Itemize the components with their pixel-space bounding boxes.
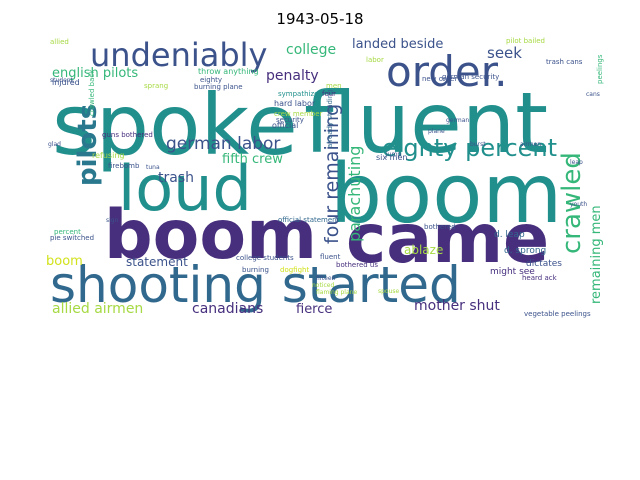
cloud-word: already standing [326, 89, 334, 148]
cloud-word: spouse [378, 288, 400, 295]
cloud-word: glad [48, 141, 61, 148]
cloud-word: seek [487, 44, 522, 62]
cloud-word: canadians [192, 301, 263, 317]
cloud-word: landed beside [352, 37, 443, 52]
cloud-word: shooting started [50, 256, 461, 314]
cloud-word: eighty [200, 76, 222, 84]
cloud-word: allied [50, 38, 69, 46]
cloud-word: pilot bailed [506, 37, 545, 45]
cloud-word: parachuting [345, 146, 364, 242]
cloud-word: airmen [520, 141, 541, 148]
cloud-word: sprang [144, 82, 168, 90]
cloud-word: boom [46, 254, 83, 269]
cloud-word: refusing [92, 151, 124, 160]
cloud-word: german [446, 117, 469, 124]
cloud-word: crew member [274, 110, 323, 118]
cloud-word: sympathize [278, 90, 318, 98]
cloud-word: noticed [312, 282, 334, 289]
cloud-word: heard ack [522, 274, 558, 282]
cloud-word: german labor [166, 134, 280, 154]
cloud-word: bothered [424, 223, 456, 231]
cloud-word: vegetable peelings [524, 310, 591, 318]
cloud-word: fluent [304, 74, 548, 172]
cloud-word: boom [104, 196, 317, 275]
cloud-word: spoke [52, 76, 298, 174]
cloud-word: bothered us [336, 261, 378, 269]
cloud-word: men [326, 82, 342, 90]
cloud-word: dictates [526, 259, 562, 269]
cloud-word: official statement [278, 216, 340, 224]
cloud-word: four [322, 90, 336, 98]
cloud-word: dogfight [280, 266, 309, 274]
cloud-word: tuna [146, 164, 160, 171]
cloud-word: english pilots [52, 66, 138, 81]
cloud-word: order. [386, 47, 508, 96]
cloud-word: official [272, 121, 298, 130]
cloud-word: security [276, 116, 304, 124]
cloud-word: crawled back [88, 69, 96, 116]
cloud-word: peelings [596, 54, 604, 84]
cloud-word: college students [236, 254, 294, 262]
cloud-word: german security [442, 73, 499, 81]
cloud-word: student [50, 77, 74, 84]
cloud-word: sign [106, 217, 119, 224]
cloud-word: six men [376, 153, 407, 162]
cloud-word: labor [366, 56, 384, 64]
cloud-word: college [286, 42, 336, 58]
cloud-word: four remaining [321, 104, 343, 244]
cloud-word: pilots [73, 104, 103, 186]
cloud-word: guns bothered [102, 131, 153, 139]
cloud-word: throw anything [198, 67, 259, 76]
cloud-word: firebomb [108, 162, 140, 170]
cloud-word: injured [52, 78, 80, 87]
cloud-word: boom [330, 147, 562, 242]
cloud-word: cans [586, 91, 600, 98]
cloud-word: jump [385, 151, 401, 158]
cloud-word: eighty percent [382, 134, 557, 162]
cloud-word: fluent [320, 253, 341, 261]
cloud-word: crawled [557, 152, 587, 254]
cloud-word: plane [428, 128, 445, 135]
cloud-word: trash [158, 170, 194, 186]
cloud-word: allied airmen [52, 301, 143, 317]
word-cloud: spoke fluent loud boom boom came shooting star… [46, 36, 606, 324]
cloud-word: loud [118, 152, 252, 225]
cloud-word: burning [242, 266, 269, 274]
cloud-word: youth [570, 201, 587, 208]
cloud-word: leap [570, 159, 583, 166]
cloud-word: might see [490, 267, 535, 277]
cloud-word: fierce [296, 302, 332, 317]
cloud-word: came [346, 200, 549, 279]
cloud-word: pie switched [50, 234, 94, 242]
cloud-word: new order [422, 75, 457, 83]
cloud-word: hard labor [274, 99, 316, 108]
cloud-word: mother shut [414, 298, 500, 314]
cloud-word: statement [126, 255, 188, 269]
cloud-word: percent [54, 228, 81, 236]
cloud-word: flaming plane [316, 289, 357, 296]
cloud-word: fifth crew [222, 152, 283, 167]
cloud-word: ablaze [404, 243, 443, 257]
cloud-word: burst [470, 141, 486, 148]
cloud-word: burning plane [194, 83, 243, 91]
cloud-word: remaining men [589, 205, 604, 304]
cloud-word: d. leap [494, 230, 525, 240]
figure-title: 1943-05-18 [276, 10, 364, 28]
cloud-word: trash cans [546, 58, 583, 66]
cloud-word: fifteen [316, 275, 336, 282]
cloud-word: penalty [266, 68, 319, 84]
cloud-word: d. sprong [504, 246, 546, 256]
cloud-word: undeniably [90, 36, 267, 74]
